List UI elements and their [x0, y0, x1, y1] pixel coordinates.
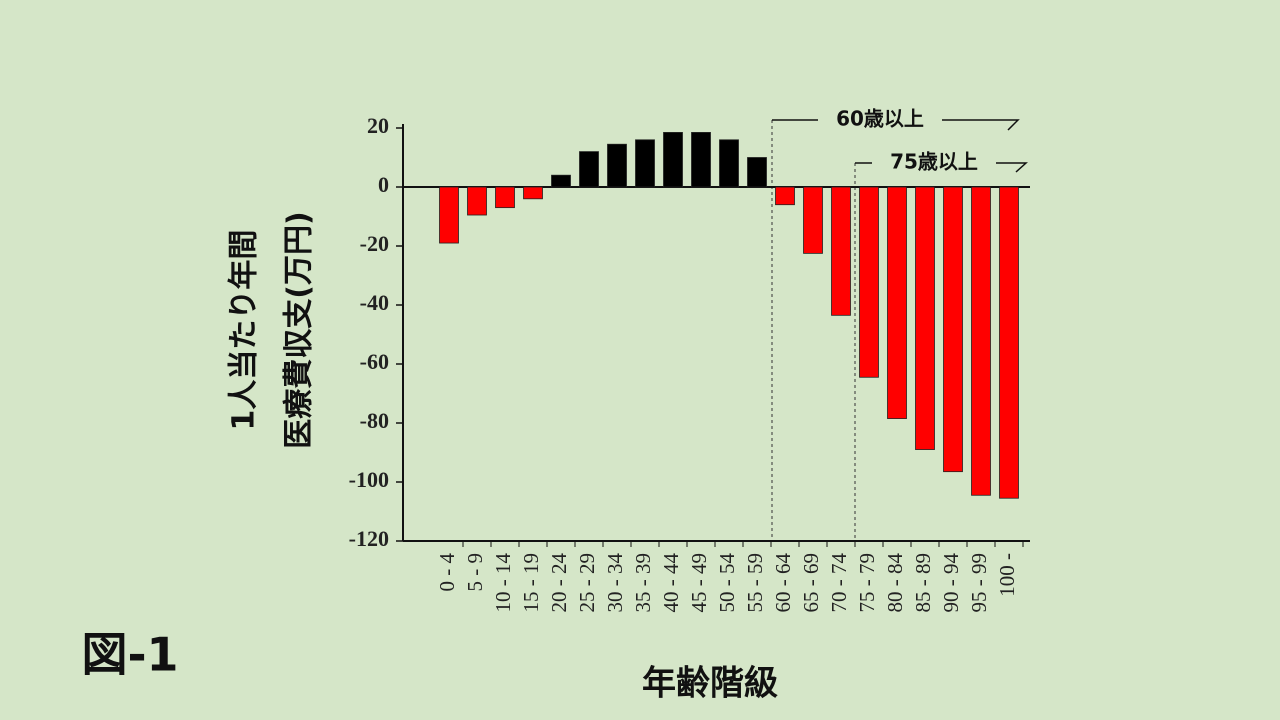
x-tick-label: 85 - 89: [911, 553, 935, 613]
x-tick-label: 60 - 64: [771, 553, 795, 613]
bar: [915, 186, 935, 450]
x-tick-label: 30 - 34: [603, 553, 627, 613]
bracket: [942, 119, 1020, 131]
y-tick-label: -80: [360, 408, 389, 433]
bar: [719, 139, 739, 188]
x-tick-label: 50 - 54: [715, 553, 739, 613]
x-tick-label: 70 - 74: [827, 553, 851, 613]
bar: [803, 186, 823, 254]
x-tick-label: 100 -: [995, 553, 1019, 597]
bar: [943, 186, 963, 473]
bar: [971, 186, 991, 496]
bar: [999, 186, 1019, 499]
x-tick-label: 75 - 79: [855, 553, 879, 613]
y-tick-label: 0: [378, 172, 389, 197]
bar: [775, 186, 795, 206]
x-tick-label: 55 - 59: [743, 553, 767, 613]
bar: [831, 186, 851, 316]
x-tick-label: 95 - 99: [967, 553, 991, 613]
y-tick-label: -20: [360, 231, 389, 256]
x-tick-label: 5 - 9: [463, 553, 487, 592]
bar: [663, 132, 683, 188]
annotation: 75歳以上: [890, 150, 978, 174]
x-tick-label: 0 - 4: [435, 553, 459, 592]
y-tick-label: -100: [349, 467, 389, 492]
bar: [551, 174, 571, 188]
x-tick-label: 65 - 69: [799, 553, 823, 613]
bar: [523, 186, 543, 200]
bar: [691, 132, 711, 188]
y-tick-label: 20: [367, 113, 389, 138]
y-axis-title: 医療費収支(万円): [282, 211, 317, 448]
annotation-60: 60歳以上: [771, 107, 1020, 541]
annotation-75: 75歳以上: [854, 150, 1028, 541]
x-tick-label: 10 - 14: [491, 553, 515, 613]
x-tick-label: 15 - 19: [519, 553, 543, 613]
x-tick-label: 35 - 39: [631, 553, 655, 613]
bar: [859, 186, 879, 378]
bar: [887, 186, 907, 419]
x-tick-label: 90 - 94: [939, 553, 963, 613]
figure-label: 図-1: [81, 628, 178, 682]
y-tick-label: -120: [349, 526, 389, 551]
x-tick-label: 80 - 84: [883, 553, 907, 613]
bar: [747, 157, 767, 188]
x-tick-label: 45 - 49: [687, 553, 711, 613]
bracket: [996, 162, 1028, 173]
bar: [607, 143, 627, 188]
x-axis-title: 年齢階級: [642, 664, 778, 704]
bar: [439, 186, 459, 244]
bar: [579, 151, 599, 188]
x-tick-label: 20 - 24: [547, 553, 571, 613]
y-axis-title: 1人当たり年間: [227, 230, 262, 431]
bar: [495, 186, 515, 209]
y-tick-label: -40: [360, 290, 389, 315]
bar: [467, 186, 487, 216]
x-tick-label: 40 - 44: [659, 553, 683, 613]
x-tick-label: 25 - 29: [575, 553, 599, 613]
bar: [635, 139, 655, 188]
annotation: 60歳以上: [836, 107, 924, 131]
y-tick-label: -60: [360, 349, 389, 374]
